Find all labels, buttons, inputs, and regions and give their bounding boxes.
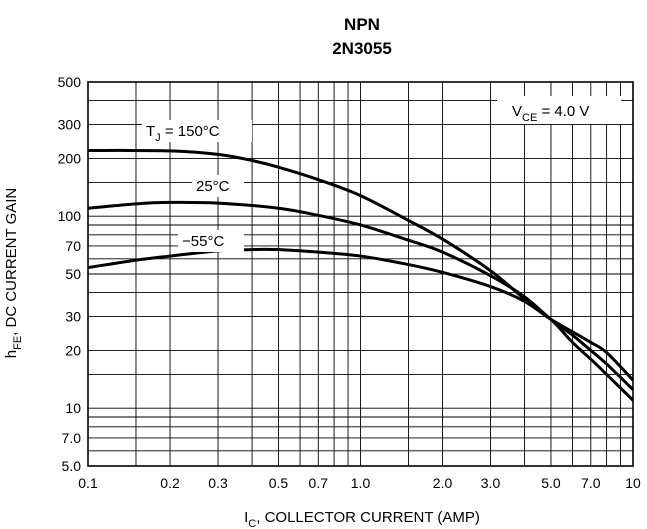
annotation-bg: [497, 96, 621, 124]
x-tick-label: 1.0: [351, 475, 371, 491]
y-tick-label: 5.0: [62, 458, 82, 474]
grid-lines: [87, 81, 634, 467]
y-tick-label: 300: [58, 117, 82, 133]
y-axis-label: hFE, DC CURRENT GAIN: [3, 188, 24, 358]
y-tick-label: 20: [65, 342, 81, 358]
series-line-3: [87, 247, 635, 382]
x-tick-label: 7.0: [581, 475, 601, 491]
curve-label-bg: [178, 230, 244, 252]
plot-area-frame: [87, 81, 634, 467]
x-tick-label: 0.5: [269, 475, 289, 491]
y-tick-label: 7.0: [62, 430, 82, 446]
series-line-2: [87, 200, 635, 391]
x-axis-label: IC, COLLECTOR CURRENT (AMP): [244, 509, 480, 529]
curve-label-bg: [192, 175, 244, 197]
x-tick-label: 3.0: [481, 475, 501, 491]
y-tick-label: 70: [65, 238, 81, 254]
x-tick-label: 0.2: [160, 475, 180, 491]
y-tick-label: 30: [65, 309, 81, 325]
x-tick-label: 0.7: [309, 475, 329, 491]
y-tick-label: 50: [65, 266, 81, 282]
chart-title: NPN: [344, 15, 380, 34]
y-tick-labels: 5.0 7.0 10 20 30 50 70 100 200 300 500: [58, 74, 82, 474]
y-tick-label: 10: [65, 400, 81, 416]
x-tick-labels: 0.1 0.2 0.3 0.5 0.7 1.0 2.0 3.0 5.0 7.0 10: [78, 475, 641, 491]
series-line-1: [87, 148, 635, 402]
chart-subtitle: 2N3055: [332, 39, 392, 58]
curve-label-2: 25°C: [196, 178, 230, 195]
x-tick-label: 0.3: [208, 475, 228, 491]
curve-label-3: −55°C: [182, 233, 224, 250]
curve-labels: TJ = 150°C 25°C −55°C VCE = 4.0 V: [142, 96, 621, 252]
x-tick-label: 0.1: [78, 475, 98, 491]
curve-label-1: TJ = 150°C: [146, 123, 220, 144]
x-tick-label: 10: [625, 475, 641, 491]
x-tick-label: 2.0: [433, 475, 453, 491]
x-tick-label: 5.0: [541, 475, 561, 491]
y-tick-label: 100: [58, 208, 82, 224]
vce-annotation: VCE = 4.0 V: [512, 103, 589, 124]
y-tick-label: 200: [58, 150, 82, 166]
curve-label-bg: [142, 120, 252, 142]
series-layer: [87, 148, 635, 402]
y-tick-label: 500: [58, 74, 82, 90]
